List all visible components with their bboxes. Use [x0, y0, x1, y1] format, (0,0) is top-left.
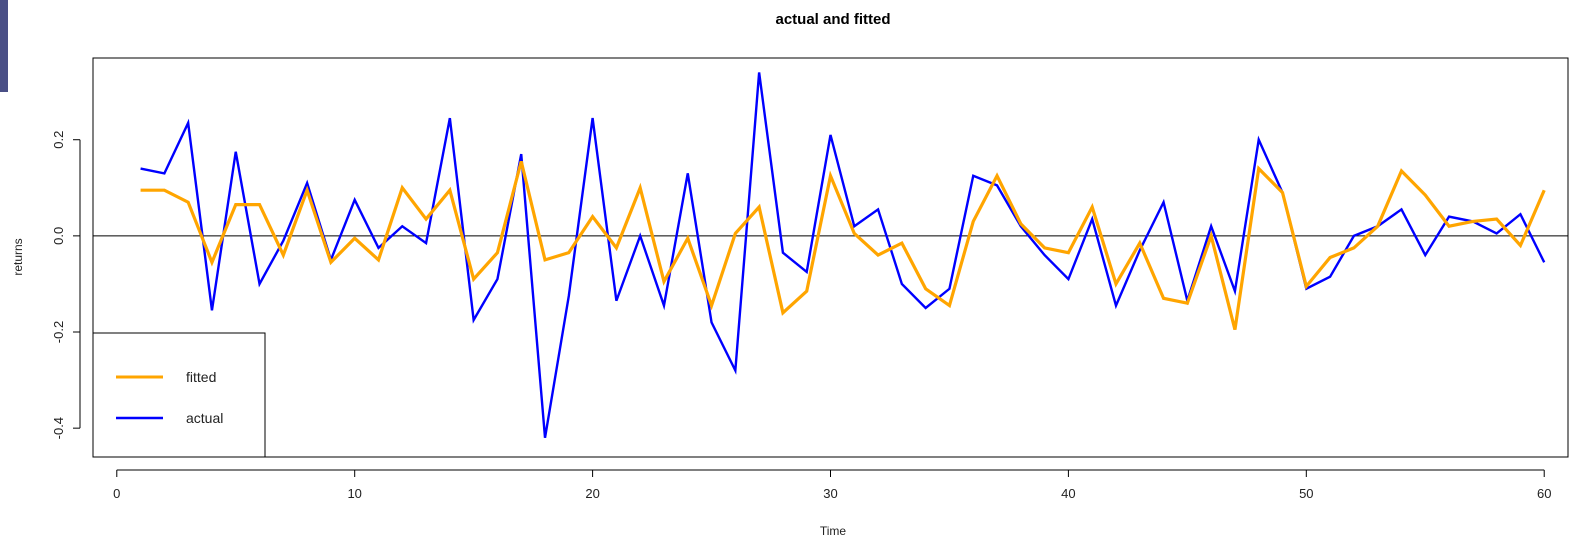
x-axis-label: Time: [820, 524, 847, 538]
legend-box: [92, 332, 266, 458]
x-tick-label: 40: [1061, 486, 1075, 501]
x-tick-label: 20: [585, 486, 599, 501]
series-line-fitted: [140, 160, 1546, 331]
y-tick-label: 0.0: [51, 227, 66, 245]
chart-title: actual and fitted: [775, 11, 890, 28]
y-tick-label: 0.2: [51, 131, 66, 149]
window-edge-tab: [0, 0, 8, 92]
series-layer: [140, 72, 1546, 438]
x-tick-label: 30: [823, 486, 837, 501]
x-tick-label: 0: [113, 486, 120, 501]
axes: 0 10 20 30 40 50 60 -0.4 -0.2 0.0 0.2: [51, 131, 1568, 501]
series-line-actual: [140, 72, 1546, 438]
legend-label-fitted: fitted: [186, 369, 216, 385]
x-tick-label: 10: [347, 486, 361, 501]
x-tick-label: 50: [1299, 486, 1313, 501]
legend: fitted actual: [92, 332, 266, 458]
plot-border: [92, 57, 1569, 458]
legend-label-actual: actual: [186, 410, 223, 426]
y-tick-label: -0.4: [51, 417, 66, 439]
y-axis-label: returns: [11, 238, 25, 275]
plot-area: [92, 57, 1569, 458]
x-tick-label: 60: [1537, 486, 1551, 501]
y-tick-label: -0.2: [51, 321, 66, 343]
